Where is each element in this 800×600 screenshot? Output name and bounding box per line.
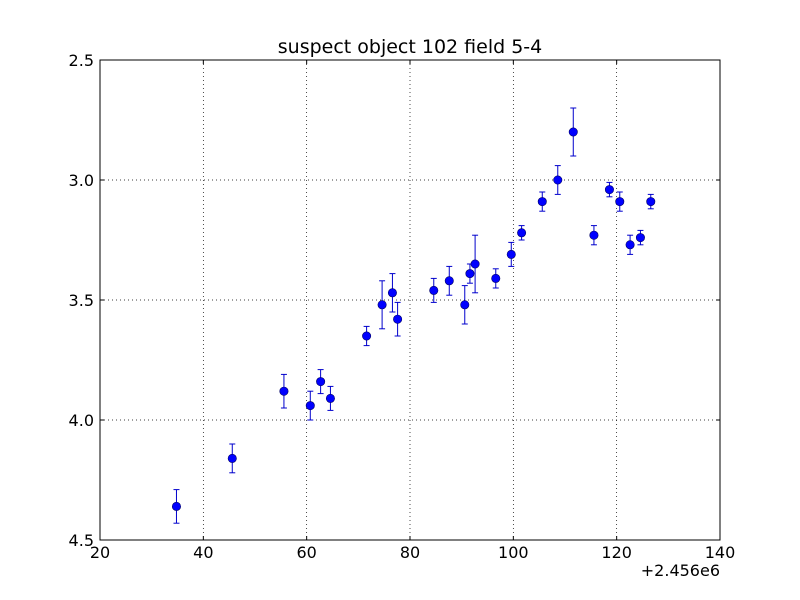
data-point bbox=[362, 331, 372, 341]
data-point bbox=[553, 175, 563, 185]
data-point bbox=[646, 197, 656, 207]
x-tick-label: 140 bbox=[705, 543, 736, 562]
data-point bbox=[393, 314, 403, 324]
x-tick-label: 80 bbox=[400, 543, 420, 562]
x-tick-label: 100 bbox=[498, 543, 529, 562]
data-point bbox=[429, 285, 439, 295]
y-tick-label: 2.5 bbox=[69, 51, 94, 70]
data-point bbox=[589, 230, 599, 240]
data-point bbox=[305, 401, 315, 411]
data-point bbox=[537, 197, 547, 207]
data-point bbox=[615, 197, 625, 207]
data-point bbox=[316, 377, 326, 387]
data-point bbox=[325, 393, 335, 403]
data-point bbox=[625, 240, 635, 250]
data-point bbox=[465, 269, 475, 279]
data-point bbox=[491, 273, 501, 283]
tick-labels: 20 40 60 80 100 120 140 2.5 3.0 3.5 4.0 4.5 bbox=[69, 51, 736, 562]
data-point bbox=[517, 228, 527, 238]
data-point bbox=[444, 276, 454, 286]
axis-ticks bbox=[99, 59, 721, 541]
data-point bbox=[506, 249, 516, 259]
y-tick-label: 3.0 bbox=[69, 171, 94, 190]
data-point bbox=[470, 259, 480, 269]
x-tick-label: 20 bbox=[90, 543, 110, 562]
data-point bbox=[377, 300, 387, 310]
data-point bbox=[387, 288, 397, 298]
y-tick-label: 4.5 bbox=[69, 531, 94, 550]
data-points bbox=[171, 127, 656, 511]
x-offset-label: +2.456e6 bbox=[641, 561, 720, 580]
y-tick-label: 4.0 bbox=[69, 411, 94, 430]
x-tick-label: 40 bbox=[193, 543, 213, 562]
data-point bbox=[460, 300, 470, 310]
x-tick-label: 120 bbox=[601, 543, 632, 562]
chart-title: suspect object 102 field 5-4 bbox=[278, 36, 543, 58]
y-tick-label: 3.5 bbox=[69, 291, 94, 310]
data-point bbox=[227, 453, 237, 463]
data-point bbox=[279, 386, 289, 396]
grid bbox=[100, 60, 720, 540]
data-point bbox=[635, 233, 645, 243]
data-point bbox=[604, 185, 614, 195]
x-tick-label: 60 bbox=[296, 543, 316, 562]
data-point bbox=[568, 127, 578, 137]
data-point bbox=[171, 501, 181, 511]
